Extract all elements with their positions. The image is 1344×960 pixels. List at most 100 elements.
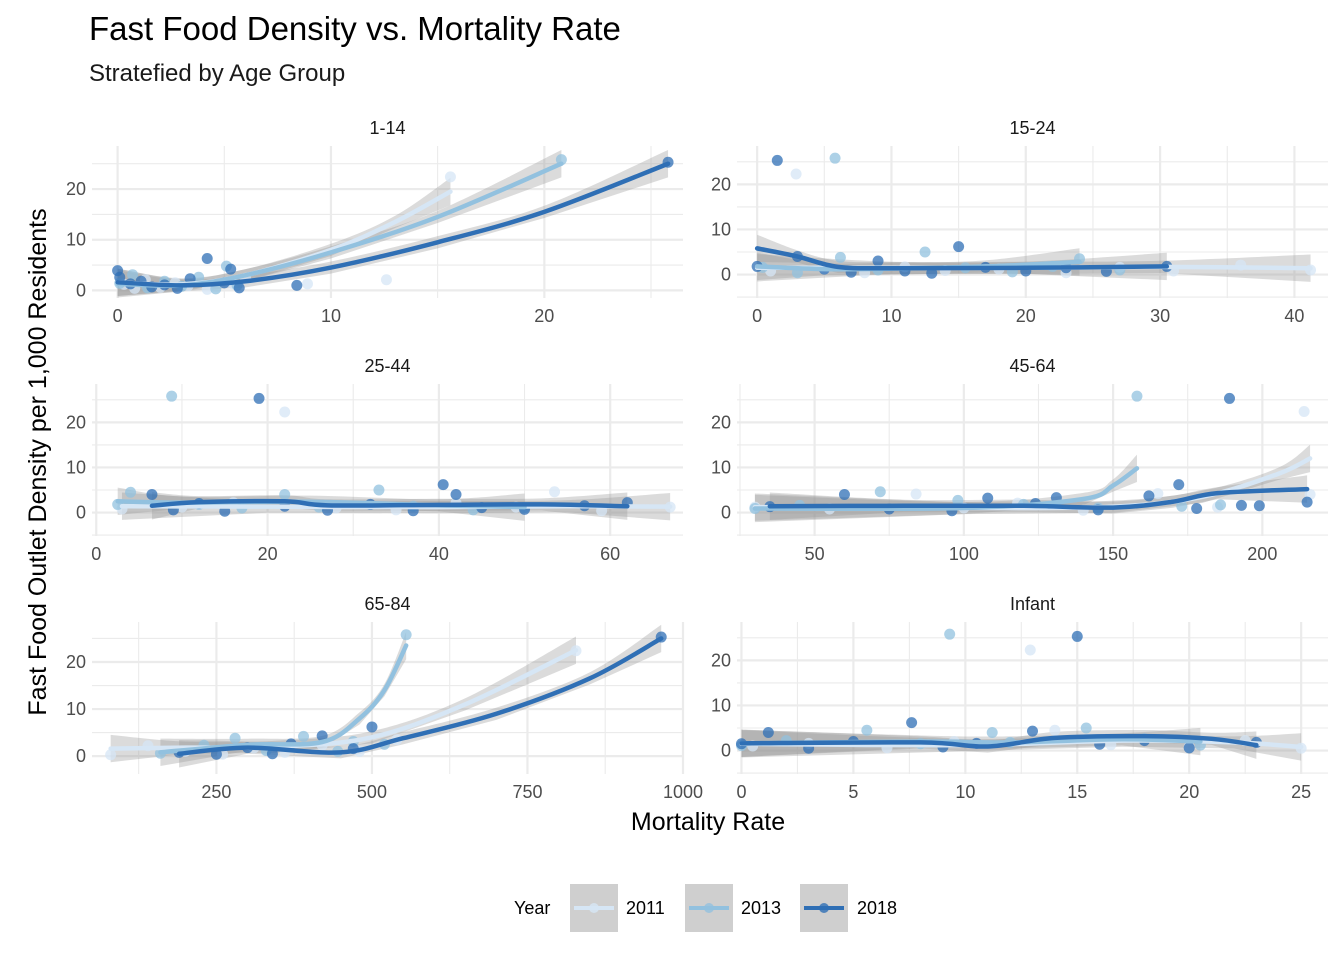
x-tick-label: 0 xyxy=(736,782,746,802)
legend-key-2011 xyxy=(570,884,618,932)
x-tick-label: 0 xyxy=(91,544,101,564)
data-point-2018 xyxy=(838,489,850,501)
data-point-2018 xyxy=(1143,490,1155,502)
data-point-2018 xyxy=(953,241,965,253)
panel-15-24: 15-24 0 10 20 30 40 0 10 20 xyxy=(711,118,1328,326)
data-point-2011 xyxy=(105,749,117,761)
data-point-2018 xyxy=(1173,479,1185,491)
panel-1-14: 1-14 0 10 20 0 10 20 xyxy=(66,118,683,326)
legend: Year 2011 2013 2018 xyxy=(0,884,1344,932)
chart-title: Fast Food Density vs. Mortality Rate xyxy=(89,10,621,47)
x-tick-label: 200 xyxy=(1247,544,1277,564)
x-tick-label: 10 xyxy=(321,306,341,326)
legend-key-2018 xyxy=(800,884,848,932)
data-point-2018 xyxy=(1183,742,1195,754)
trend-line-2018 xyxy=(176,636,664,757)
y-tick-label: 0 xyxy=(721,265,731,285)
x-tick-label: 1000 xyxy=(663,782,703,802)
trend-line-2018 xyxy=(149,498,630,509)
trend-line-2018 xyxy=(739,733,1259,749)
data-point-2011 xyxy=(1152,488,1164,500)
trend-line-2013 xyxy=(158,643,409,755)
x-tick-label: 5 xyxy=(848,782,858,802)
data-point-2013 xyxy=(1176,500,1188,512)
x-tick-label: 20 xyxy=(534,306,554,326)
data-point-2011 xyxy=(380,274,392,286)
data-point-2013 xyxy=(373,484,385,496)
x-tick-label: 60 xyxy=(600,544,620,564)
y-tick-label: 10 xyxy=(711,457,731,477)
trend-line-2018 xyxy=(754,246,1170,271)
data-point-2013 xyxy=(166,390,178,402)
data-point-2013 xyxy=(555,154,567,166)
panel-25-44: 25-44 0 20 40 60 0 10 20 xyxy=(66,356,683,564)
legend-label-2011: 2011 xyxy=(626,898,665,918)
data-point-2018 xyxy=(1224,392,1235,404)
x-tick-label: 30 xyxy=(1150,306,1170,326)
data-point-2013 xyxy=(829,152,841,164)
data-point-2013 xyxy=(1131,390,1143,402)
legend-label-2013: 2013 xyxy=(741,898,782,918)
data-point-2011 xyxy=(301,278,313,290)
data-point-2011 xyxy=(1049,724,1061,736)
data-point-2018 xyxy=(201,252,213,264)
x-tick-label: 500 xyxy=(357,782,387,802)
x-tick-label: 750 xyxy=(512,782,542,802)
data-point-2013 xyxy=(229,732,241,744)
data-point-2018 xyxy=(1191,502,1203,514)
x-tick-label: 50 xyxy=(805,544,825,564)
data-point-2018 xyxy=(926,267,938,279)
data-point-2013 xyxy=(279,489,291,501)
data-point-2013 xyxy=(127,269,139,281)
data-point-2018 xyxy=(771,154,783,166)
data-point-2018 xyxy=(316,730,328,742)
y-tick-label: 20 xyxy=(711,650,731,670)
legend-key-2013 xyxy=(685,884,733,932)
data-point-2011 xyxy=(279,406,291,418)
data-point-2013 xyxy=(874,486,886,498)
x-tick-label: 20 xyxy=(1179,782,1199,802)
legend-label-2018: 2018 xyxy=(857,898,898,918)
y-tick-label: 0 xyxy=(76,280,86,300)
trend-line-2011 xyxy=(108,647,579,751)
y-tick-label: 10 xyxy=(711,695,731,715)
data-point-2018 xyxy=(906,717,918,729)
x-tick-label: 25 xyxy=(1291,782,1311,802)
data-point-2013 xyxy=(193,271,205,283)
x-tick-label: 20 xyxy=(1016,306,1036,326)
x-tick-label: 10 xyxy=(955,782,975,802)
panel-title-65-84: 65-84 xyxy=(364,594,410,614)
data-point-2018 xyxy=(366,721,378,733)
data-point-2013 xyxy=(298,730,310,742)
data-point-2018 xyxy=(437,479,449,491)
data-point-2013 xyxy=(834,251,846,263)
data-point-2018 xyxy=(1253,500,1265,512)
panel-title-25-44: 25-44 xyxy=(364,356,410,376)
data-point-2018 xyxy=(233,282,245,294)
y-tick-label: 20 xyxy=(711,412,731,432)
data-point-2018 xyxy=(872,255,884,267)
data-point-2013 xyxy=(400,629,412,641)
x-tick-label: 20 xyxy=(258,544,278,564)
legend-title: Year xyxy=(514,898,551,918)
data-point-2011 xyxy=(444,171,456,183)
trend-line-2018 xyxy=(115,161,671,288)
y-tick-label: 20 xyxy=(711,174,731,194)
y-tick-label: 20 xyxy=(66,412,86,432)
data-point-2013 xyxy=(125,486,137,498)
y-tick-label: 10 xyxy=(711,219,731,239)
data-point-2013 xyxy=(861,724,873,736)
x-tick-label: 0 xyxy=(113,306,123,326)
data-point-2018 xyxy=(253,392,265,404)
data-point-2018 xyxy=(1027,725,1038,737)
data-point-2018 xyxy=(1235,499,1247,511)
y-tick-label: 0 xyxy=(76,746,86,766)
chart-subtitle: Stratefied by Age Group xyxy=(89,60,346,87)
panel-title-infant: Infant xyxy=(1010,594,1055,614)
data-point-2011 xyxy=(1024,644,1036,656)
y-tick-label: 0 xyxy=(721,503,731,523)
data-point-2013 xyxy=(1080,722,1092,734)
panel-65-84: 65-84 250 500 750 1000 0 10 20 xyxy=(66,594,703,802)
y-tick-label: 20 xyxy=(66,179,86,199)
